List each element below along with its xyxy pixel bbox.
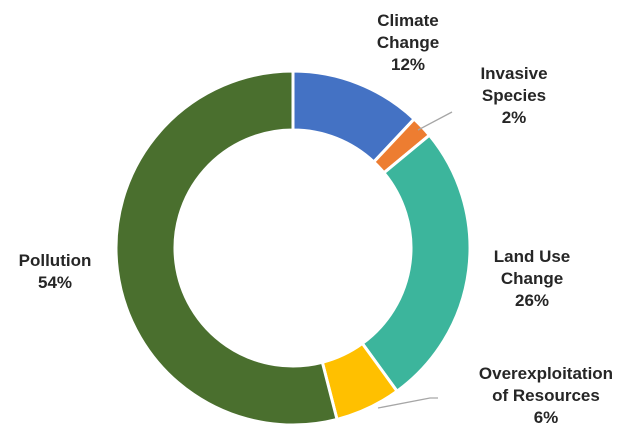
slices <box>114 69 472 427</box>
data-label-value: 26% <box>515 291 549 310</box>
data-label-value: 54% <box>38 273 72 292</box>
data-labels: Climate Change 12% Invasive Species 2% Land Us… <box>19 11 613 427</box>
leader-line-invasive-species <box>417 111 453 131</box>
data-label-value: 6% <box>534 408 559 427</box>
leader-line-overexploitation-of-resources <box>377 397 438 409</box>
data-label-pollution: Pollution 54% <box>19 251 92 292</box>
data-label-category-line: Invasive <box>480 64 547 83</box>
data-label-value: 12% <box>391 55 425 74</box>
data-label-category-line: of Resources <box>492 386 600 405</box>
leader-lines <box>377 111 453 409</box>
data-label-value: 2% <box>502 108 527 127</box>
data-label-category-line: Change <box>501 269 563 288</box>
data-label-category-line: Change <box>377 33 439 52</box>
data-label-category-line: Land Use <box>494 247 571 266</box>
data-label-category-line: Pollution <box>19 251 92 270</box>
data-label-land-use-change: Land Use Change 26% <box>494 247 571 310</box>
data-label-climate-change: Climate Change 12% <box>377 11 439 74</box>
data-label-category-line: Overexploitation <box>479 364 613 383</box>
slice-land-use-change <box>360 133 472 394</box>
slice-pollution <box>114 69 339 427</box>
data-label-overexploitation-of-resources: Overexploitation of Resources 6% <box>479 364 613 427</box>
data-label-invasive-species: Invasive Species 2% <box>480 64 547 127</box>
data-label-category-line: Climate <box>377 11 438 30</box>
data-label-category-line: Species <box>482 86 546 105</box>
